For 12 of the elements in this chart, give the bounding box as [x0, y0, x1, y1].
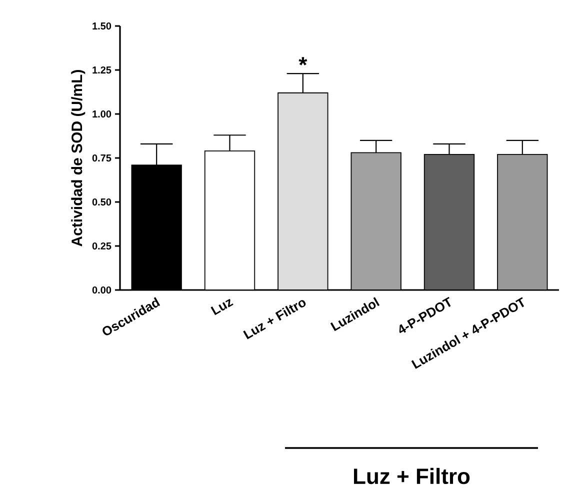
y-tick-label: 1.00: [92, 110, 112, 118]
y-tick-label: 0.25: [92, 242, 112, 250]
y-axis-title: Actividad de SOD (U/mL): [71, 70, 86, 246]
y-tick-label: 0.75: [92, 154, 112, 162]
y-tick-label: 1.50: [92, 22, 112, 30]
y-tick-label: 0.50: [92, 198, 112, 206]
y-tick-label: 1.25: [92, 66, 112, 74]
x-tick-label: Luz: [210, 298, 234, 316]
y-tick-label: 0.00: [92, 286, 112, 294]
text: Luz + Filtro: [354, 468, 470, 484]
x-tick-label: Luz + Filtro: [243, 300, 306, 340]
annotation: *: [298, 57, 308, 66]
